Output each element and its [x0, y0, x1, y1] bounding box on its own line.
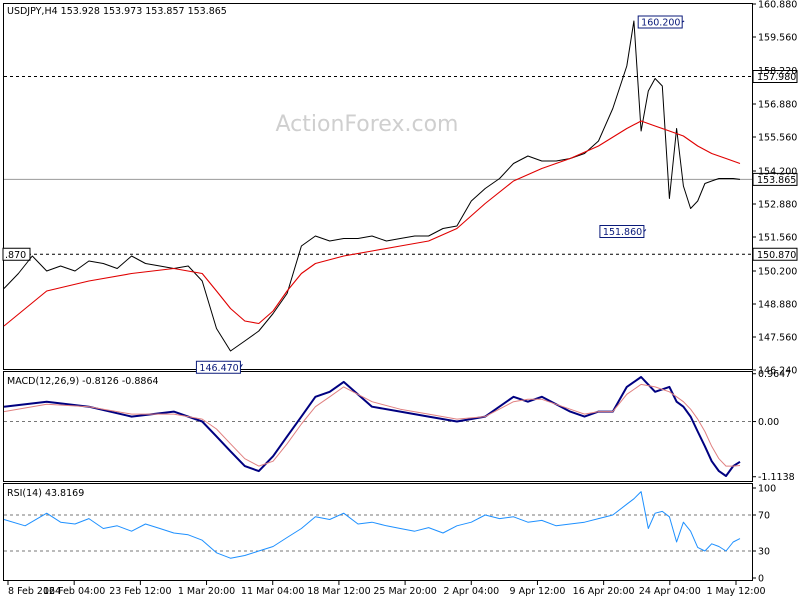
x-tick-label-0: 8 Feb 2024: [8, 586, 61, 597]
annotation-label-0: 160.200: [641, 18, 680, 29]
rsi-header: RSI(14) 43.8169: [7, 488, 84, 499]
annotation-box-0: [637, 15, 683, 29]
price-y-tick-label-11: 146.240: [758, 366, 797, 377]
level-box-1: [752, 172, 798, 186]
price-panel-frame: [3, 3, 753, 370]
moving-average-line: [3, 120, 741, 327]
macd-signal-line: [3, 383, 741, 467]
macd-yaxis: 0.9647 0.00 -1.1138: [752, 369, 795, 483]
annotation-box-2: [195, 360, 241, 374]
x-tick-label-4: 11 Mar 04:00: [241, 586, 304, 597]
price-y-tick-label-0: 160.880: [758, 0, 797, 11]
price-y-tick-label-1: 159.560: [758, 33, 797, 44]
x-tick-label-5: 18 Mar 12:00: [307, 586, 370, 597]
price-header: USDJPY,H4 153.928 153.973 153.857 153.86…: [7, 6, 227, 17]
price-line: [3, 20, 741, 352]
level-label-2: 150.870: [757, 250, 796, 261]
price-y-tick-label-9: 148.880: [758, 300, 797, 311]
price-y-tick-label-4: 155.560: [758, 133, 797, 144]
rsi-y-tick-label-1: 70: [758, 511, 770, 522]
macd-y-tick-label-2: -1.1138: [758, 472, 795, 483]
x-tick-label-1: 16 Feb 04:00: [43, 586, 105, 597]
rsi-panel-frame: [3, 483, 753, 581]
price-yaxis: 160.880 159.560 158.220 156.880 155.560 154.2…: [752, 0, 797, 377]
x-tick-label-11: 1 May 12:00: [706, 586, 765, 597]
x-tick-label-2: 23 Feb 12:00: [109, 586, 171, 597]
level-label-0: 157.980: [757, 72, 796, 83]
x-tick-label-7: 2 Apr 04:00: [443, 586, 499, 597]
price-y-tick-label-3: 156.880: [758, 100, 797, 111]
macd-main-line: [3, 376, 741, 477]
level-left-box-2: [2, 247, 31, 261]
x-tick-label-6: 25 Mar 20:00: [373, 586, 436, 597]
price-y-tick-label-6: 152.880: [758, 200, 797, 211]
annotation-label-1: 151.860: [603, 227, 642, 238]
macd-y-tick-label-0: 0.9647: [758, 369, 791, 380]
macd-y-tick-label-1: 0.00: [758, 417, 779, 428]
rsi-y-tick-label-2: 30: [758, 547, 770, 558]
x-tick-label-10: 24 Apr 04:00: [639, 586, 701, 597]
annotation-label-2: 146.470: [199, 363, 238, 374]
price-y-tick-label-10: 147.560: [758, 333, 797, 344]
level-box-0: [752, 70, 798, 83]
price-y-tick-label-8: 150.200: [758, 267, 797, 278]
macd-panel-frame: [3, 371, 753, 482]
price-annotations: 160.200 151.860 146.470: [195, 15, 685, 374]
rsi-yaxis: 100 70 30 0: [752, 484, 776, 585]
rsi-line: [3, 491, 741, 559]
price-levels: 157.980 153.865 150.870 .870: [2, 70, 798, 261]
price-y-tick-label-5: 154.200: [758, 167, 797, 178]
price-series: [3, 20, 741, 352]
rsi-series: [3, 491, 741, 559]
watermark: ActionForex.com: [276, 112, 459, 137]
x-tick-label-3: 1 Mar 20:00: [178, 586, 235, 597]
rsi-y-tick-label-0: 100: [758, 484, 776, 495]
macd-header: MACD(12,26,9) -0.8126 -0.8864: [7, 376, 159, 387]
level-left-label-2: .870: [5, 250, 26, 261]
rsi-levels: [4, 514, 752, 552]
x-tick-label-9: 16 Apr 20:00: [573, 586, 635, 597]
x-tick-label-8: 9 Apr 12:00: [510, 586, 566, 597]
price-y-tick-label-2: 158.220: [758, 66, 797, 77]
annotation-box-1: [599, 225, 645, 238]
level-box-2: [752, 247, 798, 261]
macd-series: [3, 376, 741, 477]
price-y-tick-label-7: 151.560: [758, 233, 797, 244]
level-label-1: 153.865: [757, 175, 796, 186]
rsi-y-tick-label-3: 0: [758, 574, 764, 585]
